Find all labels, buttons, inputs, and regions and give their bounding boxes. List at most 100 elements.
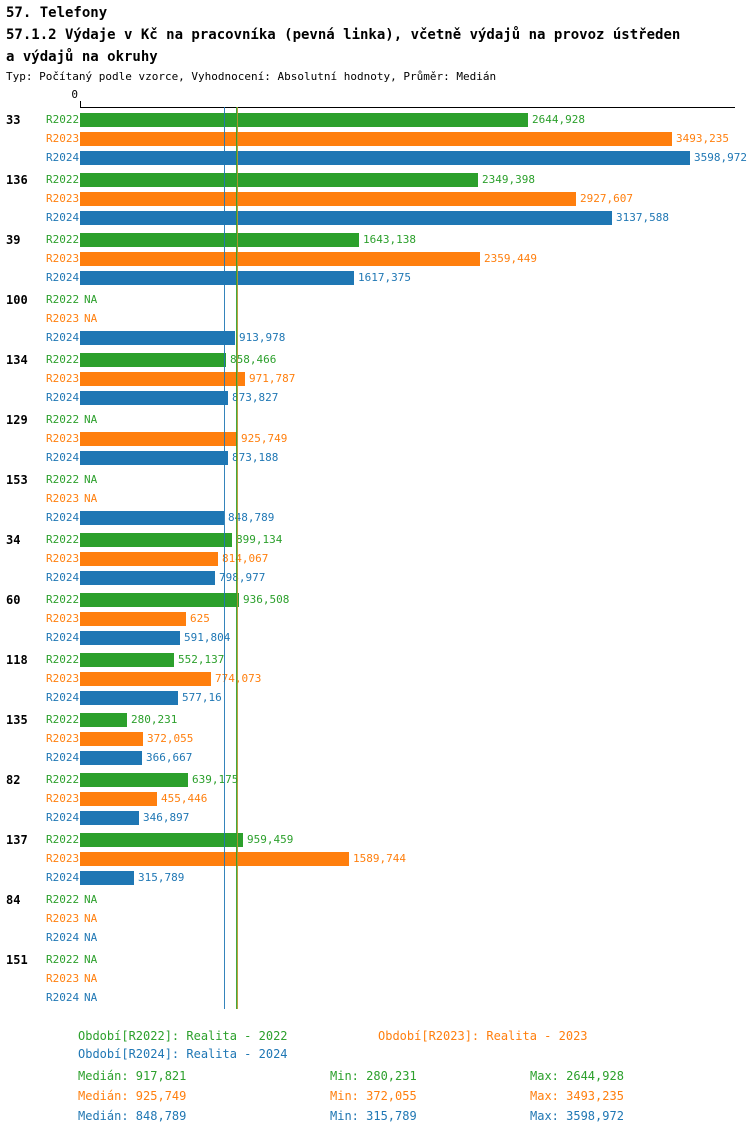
row-series-label: R2024: [46, 211, 80, 224]
bar-r2024: [80, 451, 228, 465]
row-series-label: R2022: [46, 113, 80, 126]
row-series-label: R2022: [46, 533, 80, 546]
stat-median-r2024: Medián: 848,789: [78, 1109, 187, 1123]
row-series-label: R2023: [46, 912, 80, 925]
row-series-label: R2023: [46, 132, 80, 145]
stat-median-r2022: Medián: 917,821: [78, 1069, 187, 1083]
group-id-label: 33: [6, 113, 21, 127]
bar-r2024: [80, 511, 224, 525]
bar-value-label: 1589,744: [353, 852, 406, 865]
bar-value-label: 798,977: [219, 571, 266, 584]
bar-value-label: 315,789: [138, 871, 185, 884]
group-id-label: 84: [6, 893, 21, 907]
bar-r2023: [80, 252, 480, 266]
bar-value-label: 372,055: [147, 732, 194, 745]
row-series-label: R2024: [46, 331, 80, 344]
bar-r2024: [80, 871, 134, 885]
bar-value-label: 2644,928: [532, 113, 585, 126]
stat-max-r2024: Max: 3598,972: [530, 1109, 624, 1123]
legend-item-r2023: Období[R2023]: Realita - 2023: [378, 1029, 588, 1043]
report-subtitle-line2: a výdajů na okruhy: [6, 49, 158, 65]
group-id-label: 137: [6, 833, 28, 847]
bar-r2023: [80, 672, 211, 686]
bar-value-label: 936,508: [243, 593, 290, 606]
bar-na-label: NA: [84, 473, 98, 486]
group-id-label: 135: [6, 713, 28, 727]
group-id-label: 134: [6, 353, 28, 367]
row-series-label: R2023: [46, 312, 80, 325]
bar-value-label: 280,231: [131, 713, 178, 726]
bar-value-label: 3137,588: [616, 211, 669, 224]
axis-zero-label: 0: [71, 88, 78, 101]
row-series-label: R2024: [46, 991, 80, 1004]
row-series-label: R2023: [46, 852, 80, 865]
bar-value-label: 913,978: [239, 331, 286, 344]
bar-r2023: [80, 132, 672, 146]
bar-r2022: [80, 353, 226, 367]
row-series-label: R2023: [46, 372, 80, 385]
row-series-label: R2022: [46, 353, 80, 366]
bar-value-label: 625: [190, 612, 210, 625]
row-series-label: R2022: [46, 653, 80, 666]
bar-value-label: 971,787: [249, 372, 296, 385]
bar-r2022: [80, 713, 127, 727]
bar-value-label: 2927,607: [580, 192, 633, 205]
bar-r2024: [80, 691, 178, 705]
bar-value-label: 873,188: [232, 451, 279, 464]
row-series-label: R2022: [46, 833, 80, 846]
x-axis-line: [80, 107, 735, 108]
bar-na-label: NA: [84, 413, 98, 426]
bar-r2024: [80, 151, 690, 165]
row-series-label: R2024: [46, 751, 80, 764]
report-meta: Typ: Počítaný podle vzorce, Vyhodnocení:…: [6, 70, 497, 83]
group-id-label: 129: [6, 413, 28, 427]
group-id-label: 136: [6, 173, 28, 187]
row-series-label: R2024: [46, 511, 80, 524]
row-series-label: R2024: [46, 451, 80, 464]
row-series-label: R2022: [46, 893, 80, 906]
bar-value-label: 814,067: [222, 552, 269, 565]
stat-median-r2023: Medián: 925,749: [78, 1089, 187, 1103]
row-series-label: R2024: [46, 811, 80, 824]
stat-max-r2022: Max: 2644,928: [530, 1069, 624, 1083]
row-series-label: R2023: [46, 192, 80, 205]
bar-r2023: [80, 732, 143, 746]
stat-min-r2022: Min: 280,231: [330, 1069, 417, 1083]
row-series-label: R2024: [46, 871, 80, 884]
bar-r2024: [80, 631, 180, 645]
row-series-label: R2022: [46, 413, 80, 426]
bar-value-label: 899,134: [236, 533, 283, 546]
bar-r2024: [80, 271, 354, 285]
bar-value-label: 774,073: [215, 672, 262, 685]
axis-zero-tick: [80, 101, 81, 107]
median-line-r2023: [237, 107, 238, 1009]
group-id-label: 153: [6, 473, 28, 487]
bar-value-label: 858,466: [230, 353, 277, 366]
bar-na-label: NA: [84, 953, 98, 966]
bar-r2022: [80, 593, 239, 607]
row-series-label: R2023: [46, 792, 80, 805]
bar-r2022: [80, 173, 478, 187]
median-line-r2022: [236, 107, 237, 1009]
median-line-r2024: [224, 107, 225, 1009]
bar-value-label: 366,667: [146, 751, 193, 764]
row-series-label: R2022: [46, 293, 80, 306]
bar-na-label: NA: [84, 931, 98, 944]
row-series-label: R2022: [46, 953, 80, 966]
bar-r2023: [80, 852, 349, 866]
expenses-bar-chart: 0 33 R2022 2644,928 R2023 3493,235 R2024 3598,…: [0, 89, 750, 1019]
bar-r2022: [80, 533, 232, 547]
row-series-label: R2024: [46, 631, 80, 644]
group-id-label: 118: [6, 653, 28, 667]
stat-max-r2023: Max: 3493,235: [530, 1089, 624, 1103]
bar-value-label: 2359,449: [484, 252, 537, 265]
bar-r2023: [80, 612, 186, 626]
bar-value-label: 346,897: [143, 811, 190, 824]
legend-item-r2024: Období[R2024]: Realita - 2024: [78, 1047, 288, 1061]
bar-r2023: [80, 552, 218, 566]
legend-item-r2022: Období[R2022]: Realita - 2022: [78, 1029, 288, 1043]
group-id-label: 34: [6, 533, 21, 547]
row-series-label: R2024: [46, 151, 80, 164]
group-id-label: 39: [6, 233, 21, 247]
bar-r2022: [80, 233, 359, 247]
